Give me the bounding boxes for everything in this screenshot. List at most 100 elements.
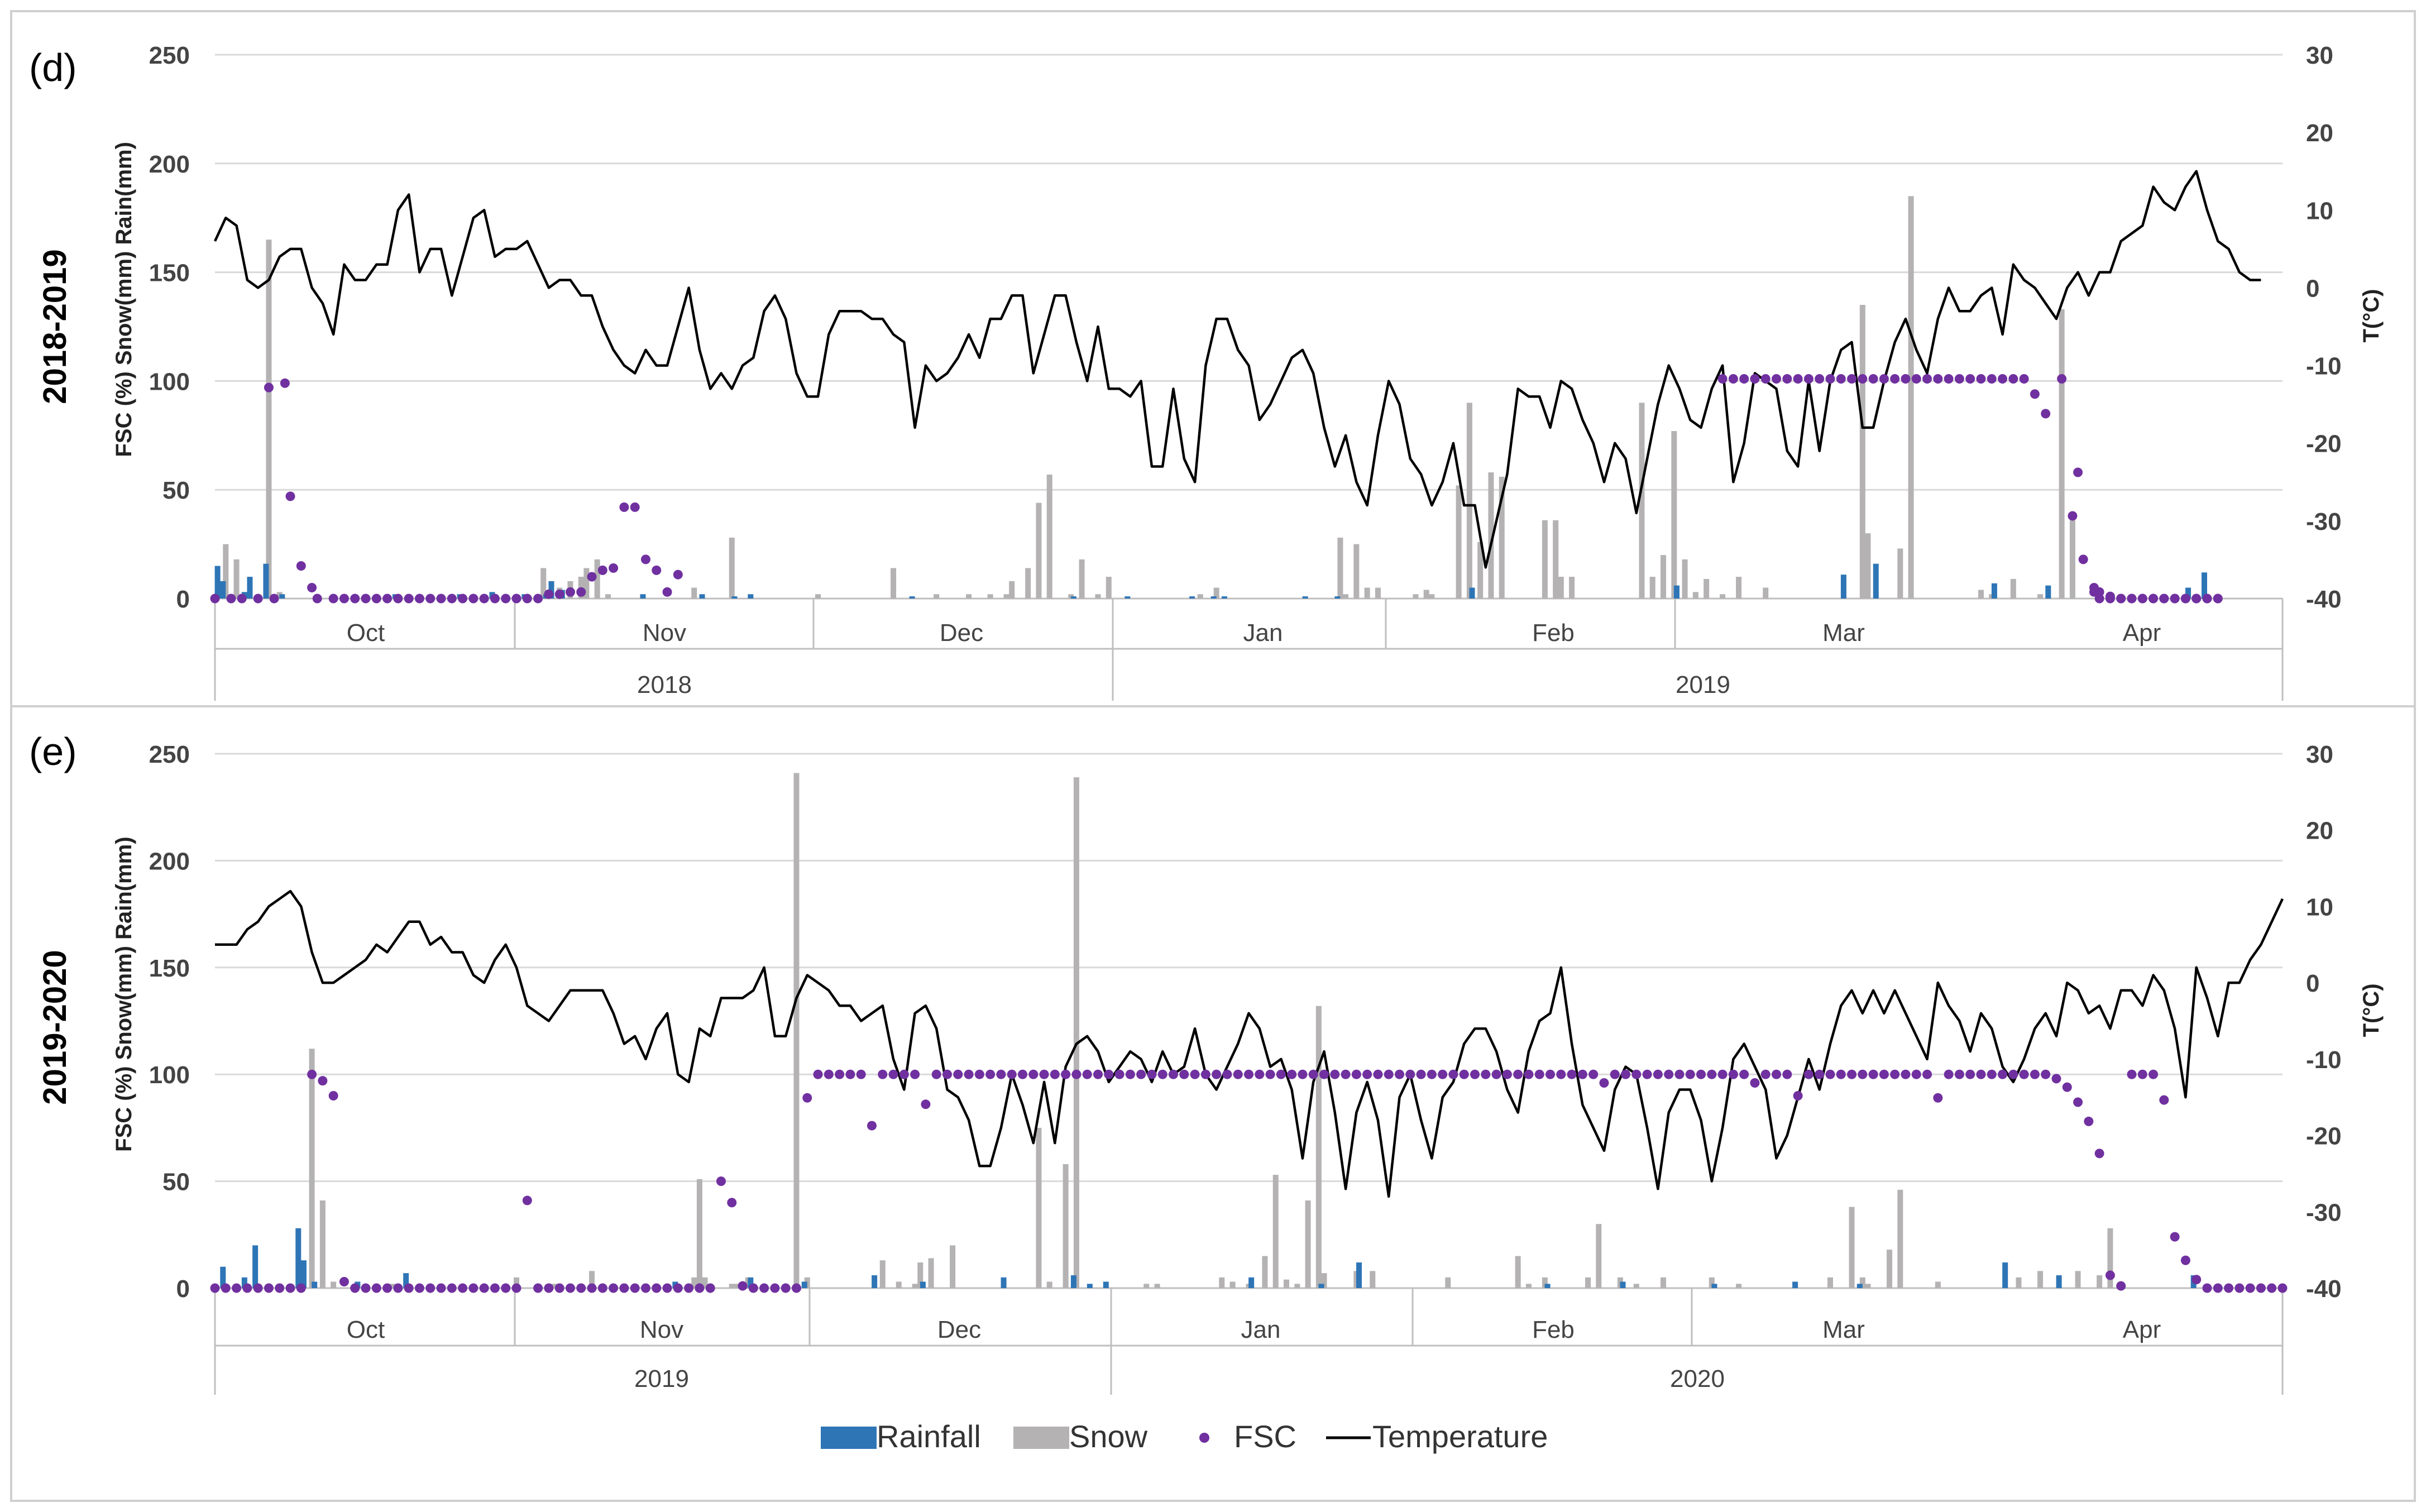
fsc-point — [2202, 594, 2212, 604]
fsc-point — [2213, 1283, 2223, 1293]
fsc-point — [1717, 1069, 1728, 1079]
y-axis-label: FSC (%) Snow(mm) Rain(mm) — [112, 142, 136, 457]
rainfall-bar — [2201, 572, 2207, 599]
snow-bar — [1935, 1281, 1941, 1288]
fsc-point — [2105, 594, 2115, 604]
fsc-point — [1513, 1069, 1523, 1079]
fsc-point — [1567, 1069, 1577, 1079]
fsc-point — [1631, 1069, 1642, 1079]
fsc-point — [2116, 594, 2126, 604]
fsc-point — [2041, 1069, 2051, 1079]
fsc-point — [964, 1069, 974, 1079]
fsc-point — [1858, 1069, 1868, 1079]
fsc-point — [264, 382, 274, 393]
fsc-point — [1384, 1069, 1394, 1079]
fsc-point — [436, 594, 446, 604]
fsc-point — [2073, 467, 2083, 477]
snow-bar — [1736, 577, 1742, 599]
fsc-point — [328, 594, 338, 604]
fsc-point — [2224, 1283, 2234, 1293]
fsc-point — [748, 1283, 758, 1293]
rainfall-bar — [2056, 1275, 2062, 1288]
rainfall-bar — [1856, 1284, 1863, 1288]
snow-bar — [514, 1277, 520, 1288]
snow-bar — [605, 594, 611, 599]
y-tick-label: 150 — [149, 955, 190, 982]
y-tick-label: 100 — [149, 1061, 190, 1089]
snow-bar — [2059, 309, 2065, 599]
fsc-point — [727, 1198, 737, 1208]
fsc-point — [1200, 1069, 1210, 1079]
fsc-point — [1836, 374, 1846, 384]
rainfall-bar — [748, 1277, 754, 1288]
fsc-point — [845, 1069, 855, 1079]
fsc-point — [888, 1069, 898, 1079]
rainfall-bar — [1356, 1262, 1362, 1288]
snow-bar — [1321, 1273, 1327, 1288]
rainfall-bar — [1125, 596, 1131, 599]
snow-bar — [934, 594, 940, 599]
fsc-point — [576, 587, 586, 597]
snow-bar — [1429, 594, 1435, 599]
fsc-point — [1793, 374, 1803, 384]
fsc-point — [1114, 1069, 1125, 1079]
fsc-point — [339, 1277, 349, 1287]
fsc-point — [1803, 1069, 1813, 1079]
snow-bar — [1849, 1207, 1855, 1288]
fsc-point — [1998, 374, 2008, 384]
rainfall-bar — [1469, 587, 1475, 599]
snow-bar — [1413, 594, 1419, 599]
rainfall-bar — [1221, 596, 1227, 599]
snow-bar — [896, 1281, 902, 1288]
snow-bar — [266, 240, 272, 599]
fsc-point — [2008, 374, 2018, 384]
fsc-point — [640, 1283, 650, 1293]
fsc-point — [511, 1283, 521, 1293]
fsc-point — [1588, 1069, 1599, 1079]
snow-bar — [815, 594, 821, 599]
snow-bar — [1046, 474, 1052, 599]
fsc-point — [544, 1283, 554, 1293]
fsc-point — [931, 1069, 941, 1079]
fsc-point — [414, 1283, 424, 1293]
snow-bar — [1036, 1127, 1042, 1288]
fsc-point — [1642, 1069, 1652, 1079]
rainfall-bar — [1991, 583, 1997, 599]
snow-bar — [2075, 1271, 2081, 1288]
fsc-point — [479, 1283, 489, 1293]
snow-bar — [1639, 403, 1645, 599]
month-label: Jan — [1243, 619, 1283, 647]
rainfall-bar — [1210, 596, 1217, 599]
fsc-point — [447, 1283, 457, 1293]
y2-tick-label: 20 — [2306, 119, 2333, 147]
rainfall-bar — [1070, 1275, 1076, 1288]
fsc-point — [813, 1069, 823, 1079]
fsc-point — [1728, 374, 1738, 384]
fsc-point — [1071, 1069, 1082, 1079]
snow-bar — [912, 1284, 918, 1288]
y2-tick-label: 10 — [2306, 893, 2333, 921]
fsc-point — [1890, 374, 1900, 384]
fsc-point — [511, 594, 521, 604]
fsc-point — [1782, 1069, 1792, 1079]
fsc-point — [802, 1093, 812, 1103]
fsc-point — [1858, 374, 1868, 384]
y2-tick-label: -30 — [2306, 1199, 2342, 1226]
rainfall-bar — [920, 1281, 926, 1288]
fsc-point — [630, 1283, 640, 1293]
fsc-point — [490, 1283, 500, 1293]
fsc-point — [1901, 1069, 1911, 1079]
fsc-point — [382, 1283, 393, 1293]
rainfall-bar — [220, 1266, 226, 1288]
y2-tick-label: 0 — [2306, 275, 2319, 302]
snow-bar — [1736, 1284, 1742, 1288]
snow-bar — [331, 1281, 337, 1288]
fsc-point — [738, 1281, 748, 1291]
fsc-point — [1847, 1069, 1857, 1079]
fsc-point — [684, 1283, 694, 1293]
y2-tick-label: -40 — [2306, 1275, 2342, 1303]
fsc-point — [1653, 1069, 1663, 1079]
fsc-point — [2149, 1069, 2159, 1079]
rainfall-bar — [1334, 596, 1341, 599]
fsc-point — [393, 1283, 403, 1293]
